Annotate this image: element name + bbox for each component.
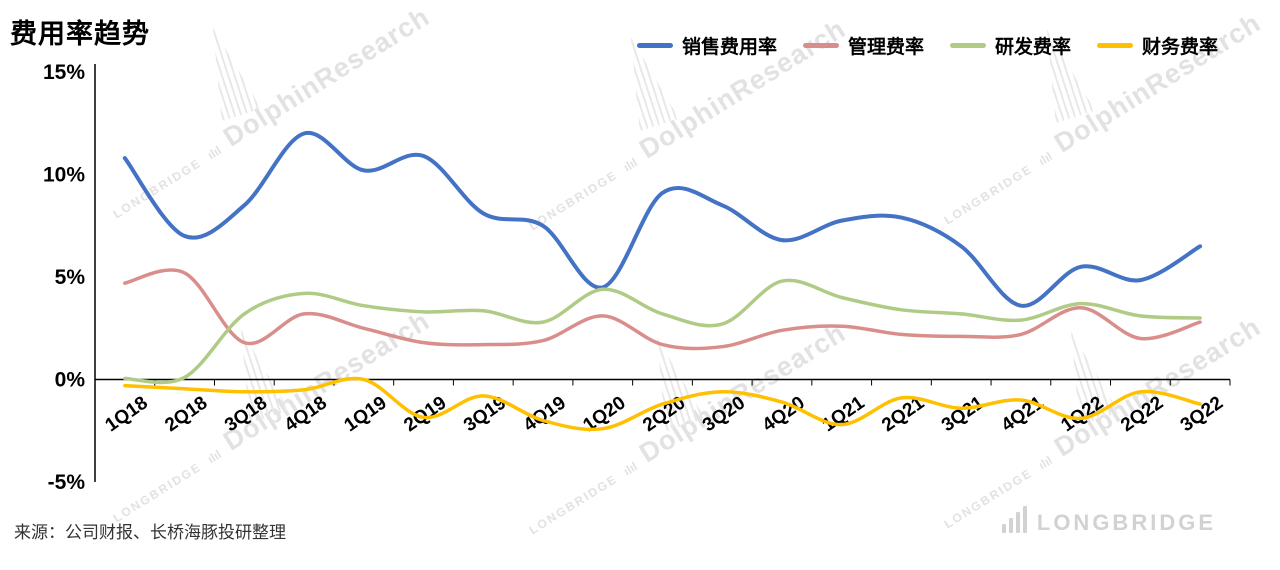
y-tick-label: 15% <box>43 61 85 84</box>
legend-swatch-icon <box>636 43 673 48</box>
source-note: 来源：公司财报、长桥海豚投研整理 <box>14 523 286 542</box>
y-tick-label: 10% <box>43 164 85 187</box>
legend-label: 管理费率 <box>847 37 924 58</box>
legend-swatch-icon <box>1096 43 1133 48</box>
legend-label: 研发费率 <box>994 37 1071 58</box>
x-tick-label: 3Q18 <box>221 392 271 436</box>
legend-label: 财务费率 <box>1141 37 1218 58</box>
x-tick-label: 1Q18 <box>102 392 152 436</box>
y-tick-label: -5% <box>48 471 86 494</box>
legend-item-2: 研发费率 <box>949 32 1071 59</box>
legend-item-3: 财务费率 <box>1096 32 1218 59</box>
series-line-1 <box>123 268 1202 351</box>
x-tick-label: 1Q19 <box>341 392 391 436</box>
y-tick-label: 0% <box>55 369 86 392</box>
legend: 销售费用率 管理费率 研发费率 财务费率 <box>636 32 1218 59</box>
y-tick-label: 5% <box>55 266 86 289</box>
x-tick-label: 4Q18 <box>281 392 331 436</box>
x-tick-label: 2Q18 <box>161 392 211 436</box>
legend-item-1: 管理费率 <box>802 32 924 59</box>
series-line-3 <box>123 376 1202 432</box>
x-tick-label: 1Q21 <box>818 392 868 436</box>
x-tick-label: 3Q21 <box>938 392 988 436</box>
legend-item-0: 销售费用率 <box>636 32 777 59</box>
logo-text: LONGBRIDGE <box>1036 510 1216 535</box>
x-tick-label: 3Q20 <box>699 392 749 436</box>
legend-label: 销售费用率 <box>681 37 777 58</box>
longbridge-logo: LONGBRIDGE <box>1001 506 1216 536</box>
legend-swatch-icon <box>802 43 839 48</box>
chart-title: 费用率趋势 <box>10 19 150 49</box>
series-line-2 <box>123 278 1202 385</box>
logo-bars-icon <box>1001 506 1027 536</box>
series-line-0 <box>122 131 1203 308</box>
legend-swatch-icon <box>949 43 986 48</box>
